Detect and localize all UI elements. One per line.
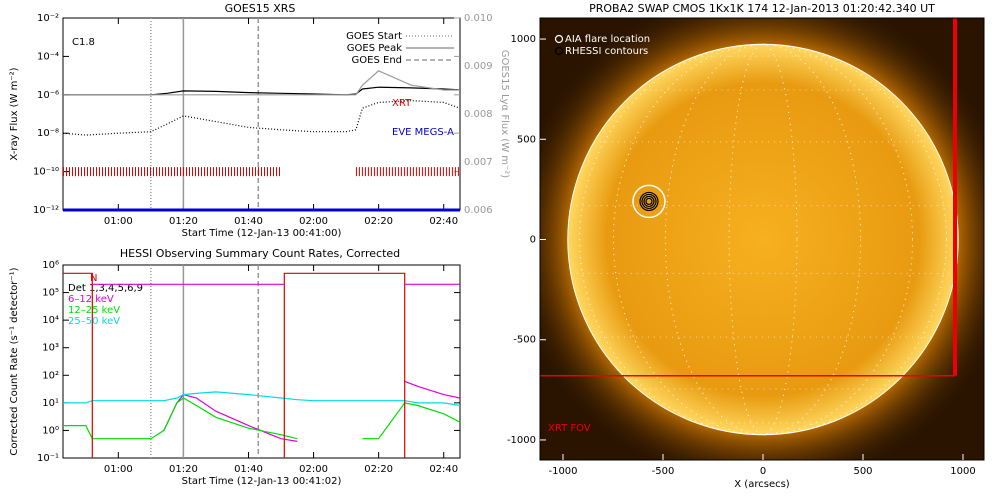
y-tick-label: 10⁻⁸ [37, 128, 59, 139]
eve-label: EVE MEGS-A [392, 127, 454, 138]
legend-symbol [554, 34, 564, 44]
y-tick-label: 10⁻² [37, 13, 59, 24]
y2-axis-label: GOES15 Lyα Flux (W m⁻²) [499, 50, 510, 178]
y-tick-label: 1000 [511, 34, 536, 45]
x-tick-label: -500 [652, 466, 675, 477]
legend-label: RHESSI contours [565, 46, 648, 57]
y-tick-label: 10⁻⁴ [37, 51, 59, 62]
longitude-line [612, 43, 914, 436]
rhessi-contour [643, 195, 655, 208]
series-line [63, 86, 461, 96]
hessi-title: HESSI Observing Summary Count Rates, Cor… [120, 247, 400, 260]
y-tick-label: 10⁴ [42, 315, 59, 326]
y2-tick-label: 0.007 [464, 157, 493, 168]
x-tick-label: 01:20 [169, 464, 198, 475]
solar-disk [567, 44, 959, 435]
series-line [63, 391, 461, 407]
goes-title: GOES15 XRS [225, 2, 296, 15]
limb [567, 43, 959, 436]
y2-tick-label: 0.009 [464, 61, 493, 72]
y-tick-label: 10⁻⁶ [37, 90, 59, 101]
xrt-fov-label: XRT FOV [548, 423, 591, 434]
y2-tick-label: 0.010 [464, 13, 493, 24]
y-tick-label: 10⁻¹² [33, 205, 59, 216]
y-tick-label: 500 [517, 134, 536, 145]
x-tick-label: 500 [853, 466, 872, 477]
flare-class: C1.8 [72, 37, 95, 48]
x-axis-label: X (arcsecs) [734, 479, 790, 490]
legend-label: GOES End [352, 55, 402, 66]
longitude-line [579, 43, 947, 436]
series-line [63, 272, 406, 458]
x-tick-label: 02:40 [429, 216, 458, 227]
x-tick-label: 01:40 [234, 464, 263, 475]
y2-tick-label: 0.008 [464, 109, 493, 120]
y-axis-label: X-ray Flux (W m⁻²) [9, 67, 20, 160]
legend-entry: 6–12 keV [68, 294, 114, 305]
legend-label: GOES Peak [347, 43, 402, 54]
image-title: PROBA2 SWAP CMOS 1Kx1K 174 12-Jan-2013 0… [589, 2, 935, 15]
x-tick-label: 02:00 [299, 464, 328, 475]
y-tick-label: 10⁶ [42, 260, 59, 271]
legend-symbol [554, 46, 564, 56]
rhessi-contour [641, 193, 657, 210]
y-tick-label: -1000 [507, 435, 536, 446]
x-tick-label: 02:20 [364, 216, 393, 227]
legend-title: Det 1,3,4,5,6,9 [68, 283, 143, 294]
solar-image [540, 18, 984, 460]
x-tick-label: 0 [760, 466, 766, 477]
x-tick-label: 02:00 [299, 216, 328, 227]
x-axis-label: Start Time (12-Jan-13 00:41:00) [182, 228, 342, 239]
y2-tick-label: 0.006 [464, 205, 493, 216]
x-tick-label: 01:20 [169, 216, 198, 227]
legend-entry: 12–25 keV [68, 305, 120, 316]
y-tick-label: 10¹ [42, 398, 59, 409]
night-flag: N [90, 273, 97, 284]
y-tick-label: 10² [42, 370, 59, 381]
y-axis-label: Corrected Count Rate (s⁻¹ detector⁻¹) [9, 267, 20, 455]
legend-entry: 25–50 keV [68, 316, 120, 327]
y-tick-label: 10³ [42, 343, 59, 354]
x-axis-label: Start Time (12-Jan-13 00:41:02) [182, 476, 342, 487]
y-tick-label: -500 [513, 335, 536, 346]
plot-frame [539, 17, 985, 461]
xrt-label: XRT [392, 98, 412, 109]
x-tick-label: 02:40 [429, 464, 458, 475]
rhessi-contour [645, 197, 653, 206]
x-tick-label: 01:00 [104, 464, 133, 475]
x-tick-label: 02:20 [364, 464, 393, 475]
plot-frame [62, 264, 461, 459]
x-tick-label: 01:40 [234, 216, 263, 227]
y-tick-label: 10⁰ [42, 425, 59, 436]
legend-label: AIA flare location [565, 34, 650, 45]
longitude-line [728, 43, 798, 436]
y-tick-label: 10⁻¹⁰ [33, 167, 59, 178]
series-line [63, 70, 460, 96]
x-tick-label: -1000 [548, 466, 577, 477]
y-tick-label: 0 [530, 235, 536, 246]
rhessi-contour [639, 191, 659, 212]
legend-label: GOES Start [346, 31, 402, 42]
series-line [163, 380, 461, 442]
series-line [63, 397, 461, 440]
x-tick-label: 1000 [950, 466, 975, 477]
series-line [62, 99, 461, 136]
x-tick-label: 01:00 [104, 216, 133, 227]
y-tick-label: 10⁵ [42, 288, 59, 299]
aia-flare-location [632, 184, 666, 219]
y-tick-label: 10⁻¹ [37, 453, 59, 464]
